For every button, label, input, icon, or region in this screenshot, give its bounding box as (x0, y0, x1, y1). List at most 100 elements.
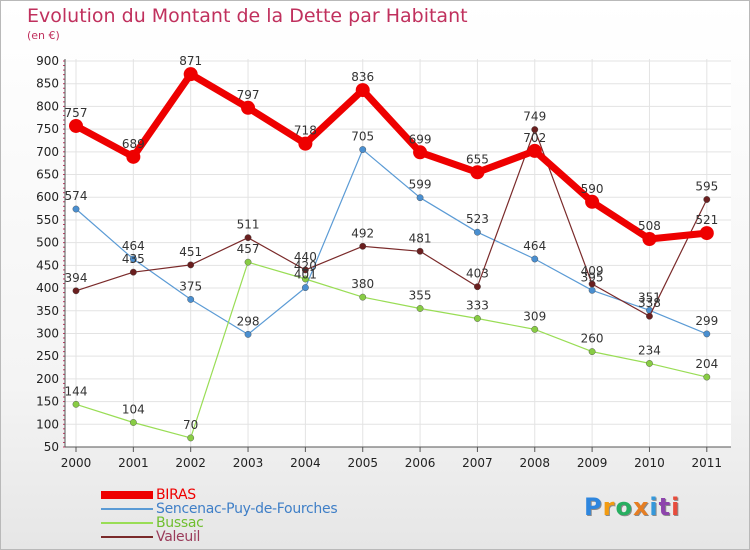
data-label: 836 (351, 70, 374, 84)
x-tick-label: 2010 (634, 456, 665, 470)
y-tick-label: 800 (36, 99, 59, 113)
data-point (359, 293, 367, 301)
data-point (588, 286, 596, 294)
data-point (588, 280, 596, 288)
data-point (129, 255, 137, 263)
logo-letter: i (649, 493, 659, 521)
logo-letter: P (584, 493, 603, 521)
y-tick-label: 400 (36, 281, 59, 295)
y-tick-label: 550 (36, 213, 59, 227)
data-point (585, 194, 600, 209)
data-label: 749 (523, 110, 546, 124)
data-label: 574 (65, 189, 88, 203)
data-point (187, 261, 195, 269)
data-point (416, 194, 424, 202)
data-label: 705 (351, 130, 374, 144)
data-label: 298 (237, 314, 260, 328)
data-point (703, 330, 711, 338)
data-point (244, 258, 252, 266)
legend-item-biras: BIRAS (101, 487, 196, 503)
x-tick-label: 2006 (405, 456, 436, 470)
series-line (75, 129, 708, 317)
data-label: 521 (695, 213, 718, 227)
data-label: 309 (523, 309, 546, 323)
y-tick-label: 300 (36, 326, 59, 340)
data-point (531, 325, 539, 333)
y-tick-label: 900 (36, 54, 59, 68)
data-label: 464 (122, 239, 145, 253)
data-point (129, 268, 137, 276)
logo-letter: i (671, 493, 681, 521)
series-line (75, 261, 707, 439)
logo-letter: o (615, 493, 633, 521)
data-label: 394 (65, 271, 88, 285)
data-label: 403 (466, 267, 489, 281)
data-point (642, 232, 657, 247)
data-label: 380 (351, 277, 374, 291)
y-tick-label: 150 (36, 395, 59, 409)
data-point (474, 283, 481, 291)
data-point (699, 226, 714, 241)
data-point (298, 136, 313, 151)
x-tick-label: 2002 (175, 456, 206, 470)
data-label: 492 (351, 226, 374, 240)
x-tick-label: 2005 (347, 456, 378, 470)
y-tick-label: 50 (44, 440, 59, 454)
y-tick-label: 750 (36, 122, 59, 136)
data-label: 599 (409, 178, 432, 192)
data-label: 523 (466, 212, 489, 226)
legend-swatch (101, 522, 153, 524)
legend-item-bussac: Bussac (101, 515, 204, 531)
data-label: 234 (638, 343, 661, 357)
logo-letter: r (602, 493, 616, 521)
data-label: 351 (638, 290, 661, 304)
data-label: 655 (466, 152, 489, 166)
data-label: 355 (409, 288, 432, 302)
data-label: 451 (179, 245, 202, 259)
data-label: 299 (695, 314, 718, 328)
data-point (359, 146, 367, 153)
logo-letter: x (632, 493, 650, 521)
legend-label: Sencenac-Puy-de-Fourches (156, 501, 338, 517)
data-label: 333 (466, 298, 489, 312)
legend-label: BIRAS (156, 487, 196, 503)
data-point (355, 83, 370, 98)
data-label: 409 (581, 264, 604, 278)
y-tick-label: 500 (36, 236, 59, 250)
data-label: 401 (294, 268, 317, 282)
data-label: 144 (65, 384, 88, 398)
y-tick-label: 450 (36, 258, 59, 272)
data-label: 797 (237, 88, 260, 102)
data-point (72, 205, 80, 213)
data-label: 395 (581, 270, 604, 284)
data-label: 420 (294, 259, 317, 273)
data-label: 590 (581, 182, 604, 196)
y-tick-label: 600 (36, 190, 59, 204)
data-point (531, 126, 539, 133)
data-label: 718 (294, 124, 317, 138)
data-point (646, 360, 653, 367)
legend-swatch (101, 491, 153, 499)
data-point (244, 330, 252, 338)
legend-swatch (101, 508, 153, 510)
data-label: 70 (183, 418, 198, 432)
data-label: 595 (695, 180, 718, 194)
y-tick-label: 100 (36, 417, 59, 431)
proxiti-logo: Proxiti (584, 493, 680, 521)
data-label: 702 (523, 131, 546, 145)
data-label: 260 (581, 332, 604, 346)
data-point (183, 67, 198, 82)
legend-label: Bussac (156, 515, 204, 531)
data-label: 871 (179, 54, 202, 68)
data-label: 464 (523, 239, 546, 253)
chart-title: Evolution du Montant de la Dette par Hab… (27, 5, 468, 27)
y-tick-label: 250 (36, 349, 59, 363)
data-label: 440 (294, 250, 317, 264)
data-point (244, 234, 252, 242)
data-label: 338 (638, 296, 661, 310)
data-label: 375 (179, 279, 202, 293)
data-label: 757 (65, 106, 88, 120)
y-tick-label: 350 (36, 304, 59, 318)
